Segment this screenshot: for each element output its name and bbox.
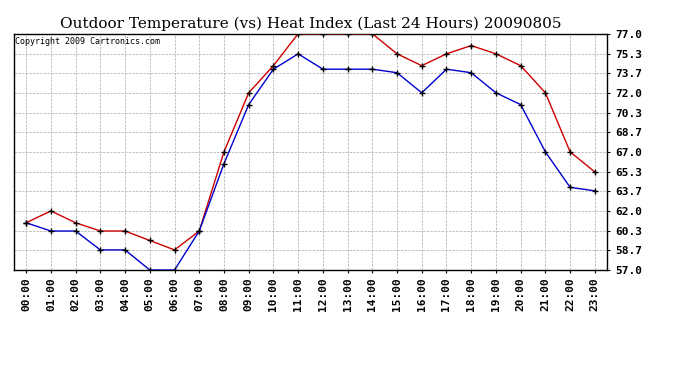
Title: Outdoor Temperature (vs) Heat Index (Last 24 Hours) 20090805: Outdoor Temperature (vs) Heat Index (Las… [60,17,561,31]
Text: Copyright 2009 Cartronics.com: Copyright 2009 Cartronics.com [15,37,160,46]
